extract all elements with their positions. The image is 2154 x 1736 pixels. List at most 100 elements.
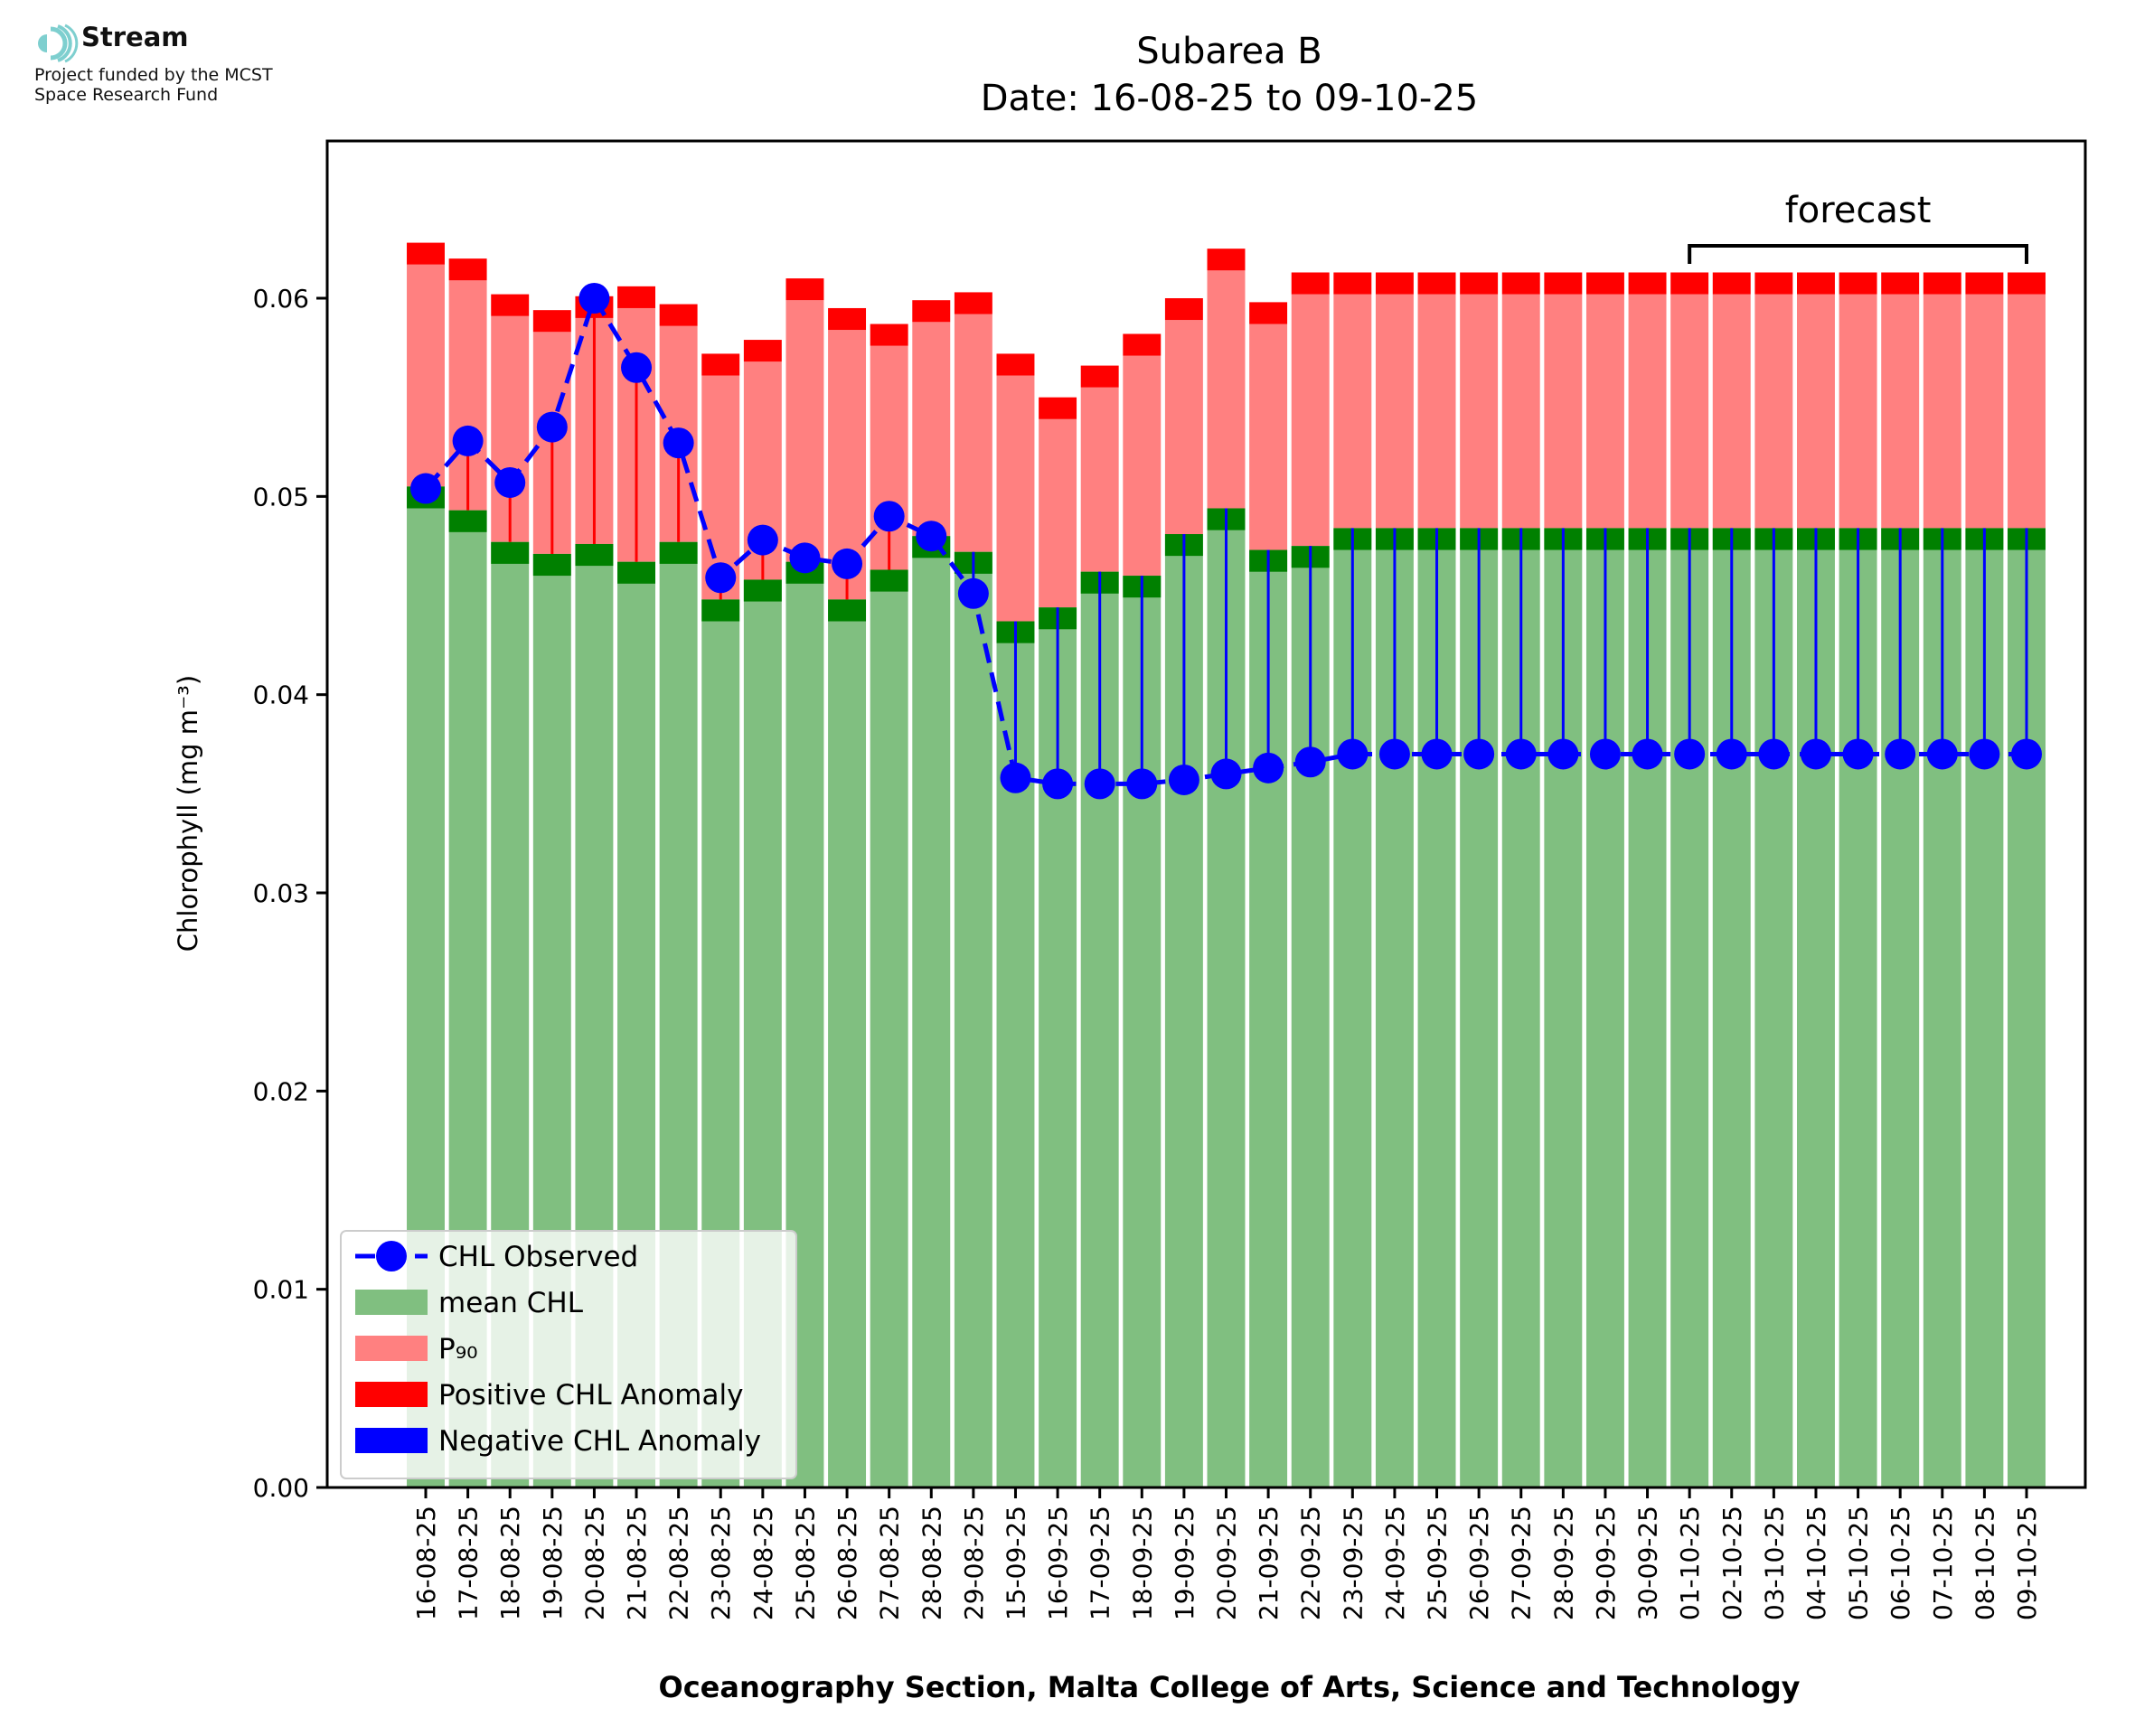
x-tick-label: 02-10-25: [1717, 1506, 1747, 1620]
y-tick-label: 0.06: [253, 284, 309, 314]
chl-observed-point: [410, 473, 441, 504]
p90-band: [870, 324, 908, 346]
legend-swatch-positive-anomaly: [355, 1382, 428, 1407]
y-tick-label: 0.01: [253, 1275, 309, 1305]
p90-band: [448, 258, 487, 281]
x-tick-label: 26-09-25: [1464, 1506, 1494, 1620]
legend-label-chl-observed: CHL Observed: [438, 1241, 638, 1273]
p90-bar: [1460, 294, 1499, 529]
p90-band: [996, 353, 1035, 376]
legend-box: [340, 1230, 797, 1479]
x-tick-label: 08-10-25: [1970, 1506, 1999, 1620]
mean-chl-band: [743, 579, 782, 602]
mean-chl-band: [575, 543, 614, 567]
p90-bar: [1670, 294, 1709, 529]
chl-observed-point: [1337, 738, 1369, 770]
p90-band: [1375, 272, 1414, 295]
x-tick-label: 17-08-25: [454, 1506, 484, 1620]
x-tick-label: 16-09-25: [1043, 1506, 1073, 1620]
chart-subtitle: Date: 16-08-25 to 09-10-25: [981, 78, 1479, 119]
logo-title: Stream: [81, 22, 189, 52]
legend-label-mean-chl: mean CHL: [438, 1287, 584, 1319]
chl-observed-point: [1885, 738, 1916, 770]
x-tick-label: 27-08-25: [875, 1506, 905, 1620]
legend-label-negative-anomaly: Negative CHL Anomaly: [438, 1425, 761, 1458]
p90-bar: [1712, 294, 1751, 529]
p90-bar: [996, 375, 1035, 622]
x-tick-label: 07-10-25: [1928, 1506, 1958, 1620]
plot-frame: [325, 139, 2087, 1489]
x-tick-label: 21-09-25: [1254, 1506, 1284, 1620]
p90-band: [1039, 397, 1077, 419]
p90-band: [1417, 272, 1456, 295]
p90-bar: [1965, 294, 2004, 529]
p90-bar: [1797, 294, 1835, 529]
x-tick-label: 19-08-25: [538, 1506, 568, 1620]
x-tick-label: 26-08-25: [832, 1506, 862, 1620]
p90-bar: [912, 322, 951, 537]
x-tick-label: 19-09-25: [1170, 1506, 1199, 1620]
p90-band: [1123, 333, 1162, 356]
chl-observed-point: [1674, 738, 1706, 770]
p90-band: [743, 340, 782, 362]
legend-swatch-p90: [355, 1336, 428, 1361]
p90-bar: [1881, 294, 1920, 529]
x-tick-label: 18-08-25: [495, 1506, 525, 1620]
p90-bar: [2008, 294, 2046, 529]
chl-observed-point: [1800, 738, 1831, 770]
chl-observed-point: [1969, 738, 2000, 770]
x-tick-label: 03-10-25: [1759, 1506, 1789, 1620]
x-tick-label: 15-09-25: [1001, 1506, 1030, 1620]
chl-observed-point: [873, 501, 905, 532]
p90-band: [1291, 272, 1330, 295]
p90-band: [1544, 272, 1583, 295]
p90-band: [407, 242, 445, 265]
p90-bar: [1839, 294, 1877, 529]
x-tick-label: 29-08-25: [959, 1506, 989, 1620]
p90-band: [1333, 272, 1372, 295]
mean-chl-band: [870, 569, 908, 592]
p90-band: [1670, 272, 1709, 295]
chl-observed-point: [957, 577, 989, 609]
legend-swatch-chl-observed-marker: [376, 1241, 407, 1272]
p90-band: [659, 304, 698, 326]
chl-observed-point: [1463, 738, 1495, 770]
p90-band: [1207, 249, 1246, 271]
x-tick-label: 25-08-25: [790, 1506, 820, 1620]
p90-band: [1965, 272, 2004, 295]
p90-bar: [785, 300, 824, 562]
mean-chl-band: [828, 599, 867, 622]
y-tick-label: 0.05: [253, 482, 309, 511]
legend: CHL Observed mean CHL P₉₀ Positive CHL Anom…: [340, 1230, 797, 1479]
p90-band: [912, 300, 951, 323]
chart-title: Subarea B: [1136, 31, 1322, 72]
p90-bar: [407, 264, 445, 487]
p90-band: [1712, 272, 1751, 295]
p90-band: [785, 278, 824, 301]
p90-bar: [1585, 294, 1624, 529]
x-tick-label: 24-08-25: [748, 1506, 778, 1620]
y-tick-label: 0.04: [253, 680, 309, 710]
chl-observed-point: [1042, 768, 1074, 800]
chl-observed-point: [1168, 764, 1199, 795]
x-tick-label: 28-09-25: [1548, 1506, 1578, 1620]
p90-band: [617, 286, 655, 308]
logo-subtitle-line-1: Project funded by the MCST: [34, 65, 273, 85]
p90-bar: [1544, 294, 1583, 529]
p90-bar: [1501, 294, 1540, 529]
chl-observed-point: [2011, 738, 2042, 770]
x-tick-label: 16-08-25: [411, 1506, 441, 1620]
stream-wave-icon: [38, 23, 79, 63]
chl-observed-point: [578, 283, 610, 314]
x-tick-label: 06-10-25: [1886, 1506, 1915, 1620]
mean-chl-bar: [870, 569, 908, 1487]
p90-bar: [1207, 270, 1246, 509]
x-tick-label: 20-09-25: [1212, 1506, 1242, 1620]
x-tick-label: 22-09-25: [1296, 1506, 1326, 1620]
p90-bar: [1291, 294, 1330, 547]
chl-observed-point: [747, 524, 778, 556]
chl-observed-point: [1084, 768, 1115, 800]
p90-bar: [1249, 324, 1288, 550]
p90-band: [1249, 302, 1288, 324]
chl-observed-point: [1758, 738, 1790, 770]
